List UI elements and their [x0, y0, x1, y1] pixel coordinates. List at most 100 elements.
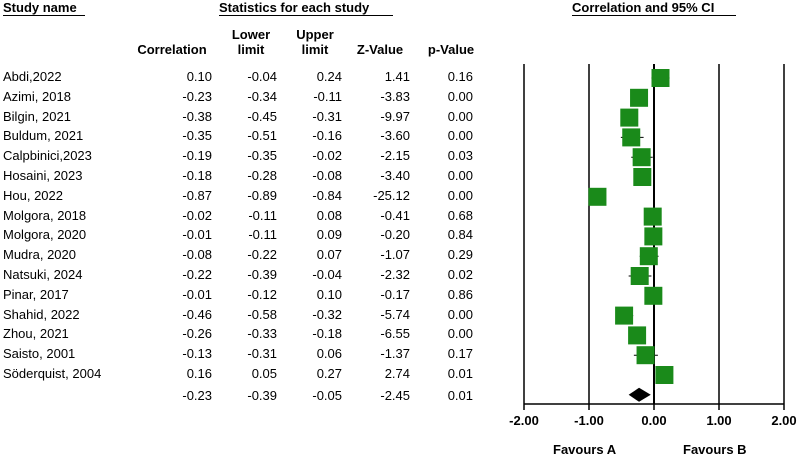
study-marker [633, 168, 652, 186]
p-value-cell: 0.68 [447, 207, 473, 223]
study-name: Saisto, 2001 [3, 346, 76, 362]
axis-tick-label: 0.00 [641, 413, 666, 428]
upper-limit-cell: 0.06 [316, 346, 342, 362]
z-value-cell: -3.60 [380, 128, 410, 144]
correlation-cell: -0.19 [182, 148, 212, 164]
table-row: Zhou, 2021 -0.26 -0.33 -0.18 -6.55 0.00 [0, 326, 500, 346]
p-value-cell: 0.84 [447, 227, 473, 243]
study-marker [588, 187, 607, 206]
summary-p-value: 0.01 [447, 388, 473, 403]
summary-correlation: -0.23 [182, 388, 212, 403]
table-row: Saisto, 2001 -0.13 -0.31 0.06 -1.37 0.17 [0, 346, 500, 366]
study-name-header: Study name [3, 0, 77, 15]
p-value-cell: 0.00 [447, 108, 473, 124]
study-marker [636, 346, 655, 365]
p-value-cell: 0.00 [447, 306, 473, 322]
table-row: Pinar, 2017 -0.01 -0.12 0.10 -0.17 0.86 [0, 287, 500, 307]
p-value-cell: 0.00 [447, 88, 473, 104]
z-value-cell: -3.40 [380, 168, 410, 183]
z-value-cell: 1.41 [384, 69, 410, 84]
p-value-cell: 0.00 [447, 168, 473, 183]
favours-a-label: Favours A [553, 442, 617, 457]
z-value-cell: -3.83 [380, 88, 410, 104]
correlation-cell: -0.01 [182, 227, 212, 243]
lower-limit-cell: -0.12 [247, 286, 277, 302]
correlation-cell: -0.46 [182, 306, 212, 322]
upper-limit-header-line2: limit [301, 42, 329, 57]
p-value-cell: 0.03 [447, 148, 473, 164]
stats-header: Statistics for each study [219, 0, 370, 15]
study-name: Azimi, 2018 [3, 88, 71, 104]
p-value-cell: 0.17 [447, 346, 473, 362]
table-row: Hou, 2022 -0.87 -0.89 -0.84 -25.12 0.00 [0, 188, 500, 208]
lower-limit-cell: -0.04 [247, 69, 277, 84]
correlation-cell: -0.35 [182, 128, 212, 144]
z-value-cell: -25.12 [373, 187, 410, 203]
summary-z-value: -2.45 [380, 388, 410, 403]
study-name: Natsuki, 2024 [3, 267, 83, 282]
table-row: Buldum, 2021 -0.35 -0.51 -0.16 -3.60 0.00 [0, 128, 500, 148]
table-row: Azimi, 2018 -0.23 -0.34 -0.11 -3.83 0.00 [0, 89, 500, 109]
z-value-cell: -2.32 [380, 267, 410, 282]
table-row: Natsuki, 2024 -0.22 -0.39 -0.04 -2.32 0.02 [0, 267, 500, 287]
z-value-cell: -6.55 [380, 326, 410, 342]
study-name: Pinar, 2017 [3, 286, 69, 302]
study-marker [632, 148, 651, 167]
study-marker [651, 69, 670, 87]
study-marker [630, 267, 649, 285]
table-row: Mudra, 2020 -0.08 -0.22 0.07 -1.07 0.29 [0, 247, 500, 267]
lower-limit-cell: -0.31 [247, 346, 277, 362]
upper-limit-column-header: Upper limit [286, 27, 344, 57]
upper-limit-cell: -0.11 [313, 88, 342, 104]
z-value-cell: -0.17 [380, 286, 410, 302]
correlation-cell: -0.02 [182, 207, 212, 223]
axis-tick-label: 2.00 [771, 413, 796, 428]
correlation-cell: -0.01 [182, 286, 212, 302]
correlation-cell: 0.10 [186, 69, 212, 84]
table-row: Bilgin, 2021 -0.38 -0.45 -0.31 -9.97 0.00 [0, 109, 500, 129]
favours-b-label: Favours B [683, 442, 747, 457]
lower-limit-column-header: Lower limit [222, 27, 280, 57]
lower-limit-cell: -0.58 [247, 306, 277, 322]
axis-tick-label: -1.00 [574, 413, 604, 428]
upper-limit-cell: 0.09 [316, 227, 342, 243]
axis-tick-label: -2.00 [509, 413, 539, 428]
upper-limit-cell: -0.84 [312, 187, 342, 203]
upper-limit-cell: -0.08 [312, 168, 342, 183]
lower-limit-cell: 0.05 [251, 366, 277, 381]
ci-underline [572, 15, 736, 16]
summary-lower-limit: -0.39 [247, 388, 277, 403]
z-value-cell: -5.74 [380, 306, 410, 322]
correlation-cell: -0.13 [182, 346, 212, 362]
lower-limit-cell: -0.51 [247, 128, 277, 144]
correlation-cell: -0.18 [182, 168, 212, 183]
study-marker [615, 306, 634, 325]
correlation-cell: -0.22 [182, 267, 212, 282]
upper-limit-cell: -0.32 [312, 306, 342, 322]
lower-limit-cell: -0.22 [247, 247, 277, 263]
study-name: Abdi,2022 [3, 69, 62, 84]
upper-limit-cell: -0.04 [312, 267, 342, 282]
z-value-cell: -1.37 [380, 346, 410, 362]
lower-limit-cell: -0.33 [247, 326, 277, 342]
study-name: Zhou, 2021 [3, 326, 69, 342]
p-value-cell: 0.01 [447, 366, 473, 381]
correlation-cell: -0.38 [182, 108, 212, 124]
lower-limit-cell: -0.35 [247, 148, 277, 164]
upper-limit-cell: 0.07 [316, 247, 342, 263]
upper-limit-header-line1: Upper [296, 27, 334, 42]
study-marker [643, 207, 662, 226]
z-value-cell: -9.97 [380, 108, 410, 124]
axis-tick-label: 1.00 [706, 413, 731, 428]
table-row: Calpbinici,2023 -0.19 -0.35 -0.02 -2.15 0.03 [0, 148, 500, 168]
study-marker [628, 326, 647, 345]
study-marker [644, 227, 663, 246]
upper-limit-cell: 0.24 [316, 69, 342, 84]
p-value-cell: 0.29 [447, 247, 473, 263]
table-row: Molgora, 2020 -0.01 -0.11 0.09 -0.20 0.84 [0, 227, 500, 247]
upper-limit-cell: -0.02 [312, 148, 342, 164]
summary-upper-limit: -0.05 [312, 388, 342, 403]
lower-limit-cell: -0.28 [247, 168, 277, 183]
p-value-cell: 0.16 [447, 69, 473, 84]
